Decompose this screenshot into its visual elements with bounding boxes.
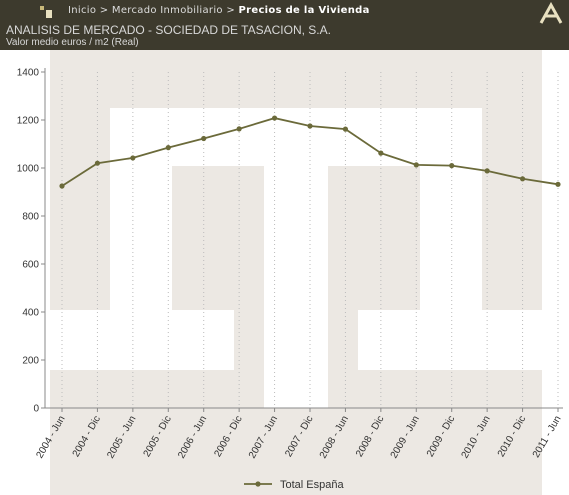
watermark (50, 50, 542, 495)
data-point (130, 155, 136, 161)
separator: > (226, 5, 236, 16)
data-point (449, 163, 455, 169)
data-point (413, 162, 419, 168)
data-point (378, 150, 384, 156)
y-tick-label: 0 (33, 404, 39, 415)
data-point (59, 183, 65, 189)
data-point (201, 135, 207, 142)
y-tick-label: 200 (22, 356, 39, 367)
separator: > (99, 5, 109, 16)
y-tick-label: 600 (22, 260, 39, 271)
data-point (307, 123, 313, 129)
header: Inicio > Mercado Inmobiliario > Precios … (0, 0, 569, 50)
chart-title: ANALISIS DE MERCADO - SOCIEDAD DE TASACI… (6, 23, 331, 37)
crumb: Precios de la Vivienda (238, 5, 370, 16)
data-point (94, 160, 101, 166)
data-point (484, 168, 490, 174)
data-point (271, 115, 278, 121)
legend-marker (255, 481, 261, 487)
chart-subtitle: Valor medio euros / m2 (Real) (6, 37, 139, 48)
data-point (555, 181, 561, 187)
y-tick-label: 400 (22, 308, 39, 319)
crumb[interactable]: Inicio (68, 5, 97, 16)
y-tick-label: 800 (22, 212, 39, 223)
breadcrumb: Inicio > Mercado Inmobiliario > Precios … (68, 5, 370, 16)
data-point (165, 145, 171, 151)
y-tick-label: 1200 (17, 116, 40, 127)
logo (539, 2, 563, 24)
data-point (236, 126, 242, 132)
crumb[interactable]: Mercado Inmobiliario (111, 5, 223, 16)
data-point (342, 126, 349, 132)
y-tick-label: 1400 (17, 68, 40, 79)
icon (40, 6, 52, 18)
legend-label: Total España (280, 479, 344, 491)
data-point (519, 176, 526, 182)
y-tick-label: 1000 (17, 164, 40, 175)
